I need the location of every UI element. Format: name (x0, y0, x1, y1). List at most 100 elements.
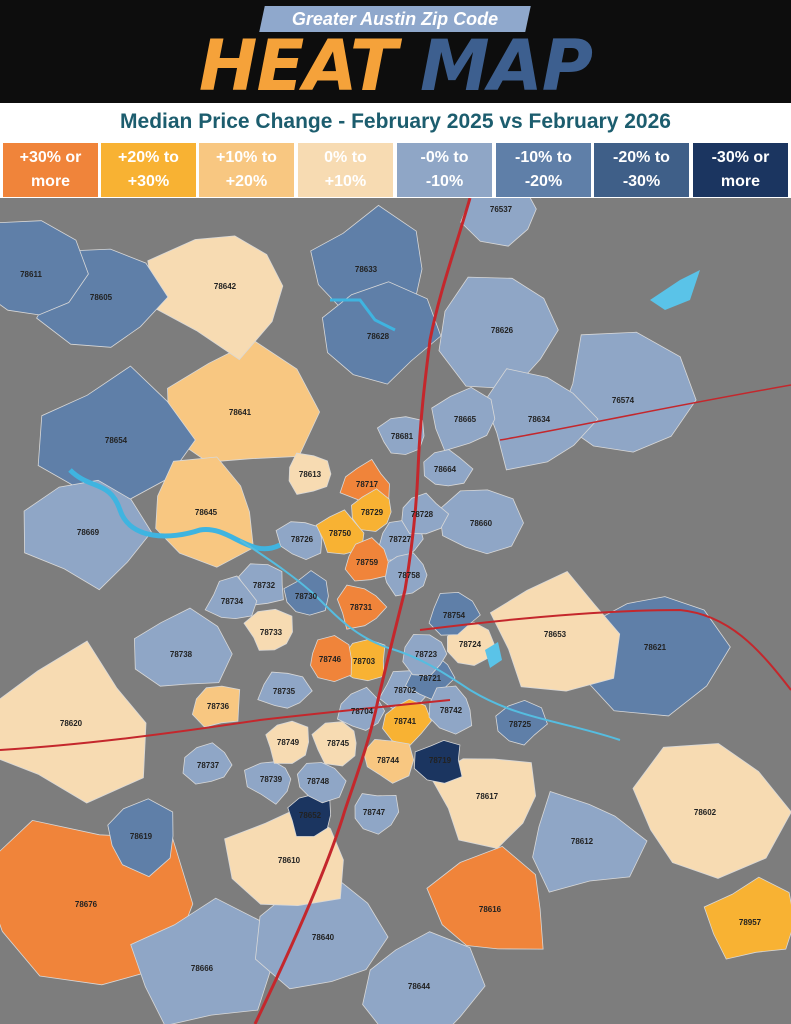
zip-region-78731 (336, 584, 388, 630)
zip-label-78758: 78758 (398, 571, 421, 580)
zip-region-78725 (495, 699, 548, 746)
zip-region-78749 (265, 720, 310, 764)
zip-region-78734 (204, 575, 258, 620)
zip-label-78749: 78749 (277, 738, 300, 747)
zip-label-78759: 78759 (356, 558, 379, 567)
zip-label-78736: 78736 (207, 702, 230, 711)
zip-label-78728: 78728 (411, 510, 434, 519)
zip-label-78748: 78748 (307, 777, 330, 786)
zip-region-78745 (311, 721, 357, 767)
zip-code-map: 76537 78611 78605 78642 78633 78628 78626 78641… (0, 198, 791, 1024)
zip-label-78645: 78645 (195, 508, 218, 517)
zip-label-78742: 78742 (440, 706, 463, 715)
zip-label-78702: 78702 (394, 686, 417, 695)
zip-region-78759 (344, 537, 389, 582)
zip-label-78640: 78640 (312, 933, 335, 942)
zip-label-78746: 78746 (319, 655, 342, 664)
zip-label-78621: 78621 (644, 643, 667, 652)
legend-item: +20% to +30% (101, 143, 196, 197)
zip-label-78745: 78745 (327, 739, 350, 748)
zip-label-78719: 78719 (429, 756, 452, 765)
zip-label-78666: 78666 (191, 964, 214, 973)
zip-label-78611: 78611 (20, 270, 42, 279)
map-title: Median Price Change - February 2025 vs F… (120, 110, 671, 133)
zip-label-78633: 78633 (355, 265, 378, 274)
main-title: HEAT MAP (0, 28, 791, 104)
title-bar (0, 103, 791, 141)
zip-label-78605: 78605 (90, 293, 113, 302)
zip-label-78619: 78619 (130, 832, 153, 841)
zip-label-78602: 78602 (694, 808, 717, 817)
zip-label-78626: 78626 (491, 326, 514, 335)
zip-label-78642: 78642 (214, 282, 237, 291)
zip-label-78725: 78725 (509, 720, 532, 729)
zip-region-78612 (532, 790, 648, 893)
colorado-river (239, 539, 621, 741)
zip-label-78754: 78754 (443, 611, 466, 620)
highway-71-west (0, 699, 451, 751)
zip-region-78733 (243, 608, 293, 651)
zip-label-78676: 78676 (75, 900, 98, 909)
zip-region-78644 (362, 931, 486, 1024)
zip-label-78617: 78617 (476, 792, 499, 801)
zip-region-78666 (130, 897, 272, 1024)
zip-label-78729: 78729 (361, 508, 384, 517)
zip-label-78741: 78741 (394, 717, 417, 726)
zip-label-78654: 78654 (105, 436, 128, 445)
highway-290-east (419, 608, 791, 691)
zip-region-78681 (376, 416, 425, 455)
zip-label-78727: 78727 (389, 535, 412, 544)
zip-label-78750: 78750 (329, 529, 352, 538)
zip-label-78717: 78717 (356, 480, 379, 489)
zip-label-78724: 78724 (459, 640, 482, 649)
zip-region-78739 (244, 761, 292, 805)
interstate-35 (253, 198, 472, 1024)
zip-label-78652: 78652 (299, 811, 322, 820)
zip-label-78669: 78669 (77, 528, 100, 537)
zip-label-78957: 78957 (739, 918, 762, 927)
zip-region-78738 (133, 607, 233, 687)
zip-label-76537: 76537 (490, 205, 513, 214)
title-heat-word: HEAT (198, 25, 398, 107)
zip-label-78739: 78739 (260, 775, 283, 784)
title-map-word: MAP (419, 25, 593, 107)
zip-label-78653: 78653 (544, 630, 567, 639)
zip-region-78736 (191, 685, 241, 728)
zip-region-78726 (275, 521, 323, 561)
zip-region-78735 (257, 671, 313, 709)
zip-label-78730: 78730 (295, 592, 318, 601)
zip-region-78653 (489, 571, 621, 692)
zip-label-78733: 78733 (260, 628, 283, 637)
granger-lake (650, 270, 700, 310)
zip-label-78613: 78613 (299, 470, 322, 479)
zip-label-78723: 78723 (415, 650, 438, 659)
zip-region-78602 (632, 743, 791, 879)
zip-region-78664 (423, 449, 474, 487)
map-subtitle: Greater Austin Zip Code (291, 9, 499, 29)
zip-region-78737 (182, 742, 233, 785)
zip-region-78730 (283, 570, 329, 616)
walter-long-lake (485, 642, 502, 668)
zip-label-78681: 78681 (391, 432, 414, 441)
zip-label-76574: 76574 (612, 396, 635, 405)
zip-region-78620 (0, 640, 147, 804)
legend-item: -0% to -10% (397, 143, 492, 197)
zip-label-78744: 78744 (377, 756, 400, 765)
zip-region-78613 (288, 452, 332, 495)
zip-region-78645 (155, 456, 254, 568)
zip-label-78664: 78664 (434, 465, 457, 474)
zip-label-78726: 78726 (291, 535, 314, 544)
zip-label-78738: 78738 (170, 650, 193, 659)
zip-region-78723 (402, 634, 448, 677)
zip-label-78634: 78634 (528, 415, 551, 424)
zip-label-78732: 78732 (253, 581, 276, 590)
highway-79 (499, 384, 791, 441)
zip-label-78735: 78735 (273, 687, 296, 696)
legend-item: +30% or more (3, 143, 98, 197)
zip-region-78729 (351, 488, 392, 532)
zip-label-78703: 78703 (353, 657, 376, 666)
zip-label-78734: 78734 (221, 597, 244, 606)
legend-item: -30% or more (693, 143, 788, 197)
legend-item: 0% to +10% (298, 143, 393, 197)
zip-region-78744 (363, 738, 415, 784)
